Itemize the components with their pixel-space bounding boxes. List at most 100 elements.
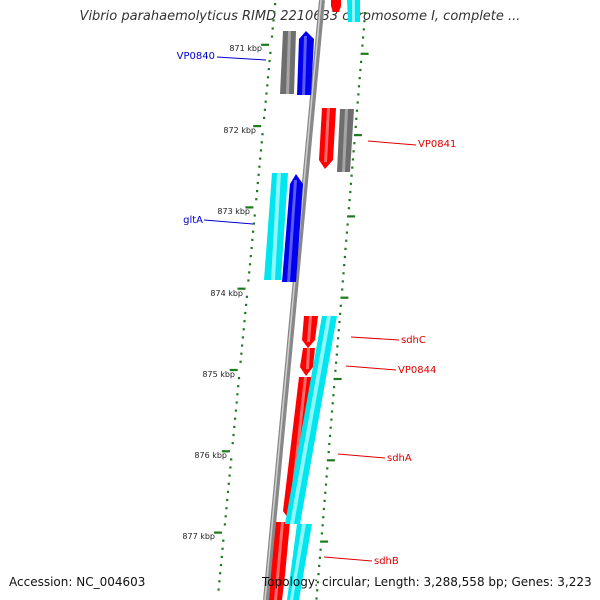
scale-label-877: 877 kbp xyxy=(182,532,215,541)
tick-mark xyxy=(362,36,365,39)
tick-mark xyxy=(338,320,341,324)
tick-mark xyxy=(352,150,355,153)
tick-mark xyxy=(260,141,263,144)
leader-gltA xyxy=(203,219,254,225)
leader-VP0841 xyxy=(367,140,417,146)
tick-mark xyxy=(240,352,243,355)
tick-mark xyxy=(247,279,250,282)
tick-mark xyxy=(261,43,270,46)
tick-mark xyxy=(335,353,338,356)
tick-mark xyxy=(221,450,230,453)
tick-mark xyxy=(354,125,357,128)
label-sdhB[interactable]: sdhB xyxy=(374,556,399,567)
label-VP0844[interactable]: VP0844 xyxy=(398,365,436,376)
tick-mark xyxy=(355,117,358,120)
tick-mark xyxy=(239,360,242,363)
tick-mark xyxy=(328,442,331,446)
feature-grey-2-shade xyxy=(342,109,348,172)
tick-mark xyxy=(325,475,328,478)
tick-mark xyxy=(245,206,254,209)
tick-mark xyxy=(318,556,321,559)
tick-mark xyxy=(242,328,245,331)
tick-mark xyxy=(359,68,362,72)
tick-mark xyxy=(252,222,255,225)
tick-mark xyxy=(233,425,236,428)
tick-mark xyxy=(219,564,223,567)
tick-mark xyxy=(357,85,361,88)
feature-cyan-3-shade xyxy=(290,524,306,600)
tick-mark xyxy=(265,92,268,95)
tick-mark xyxy=(340,296,349,299)
map-title: Vibrio parahaemolyticus RIMD 2210633 chr… xyxy=(79,9,521,24)
tick-mark xyxy=(341,288,344,291)
tick-mark xyxy=(272,19,275,22)
tick-mark xyxy=(229,368,238,372)
feature-VP0840-shade xyxy=(302,36,307,95)
tick-mark xyxy=(235,401,238,404)
tick-mark xyxy=(326,459,335,462)
tick-mark xyxy=(232,433,235,437)
tick-mark xyxy=(342,272,345,275)
label-gltA[interactable]: gltA xyxy=(183,215,203,226)
feature-cyan-2-shade xyxy=(290,316,331,524)
tick-mark xyxy=(243,320,246,323)
tick-mark xyxy=(270,35,274,38)
label-VP0841[interactable]: VP0841 xyxy=(418,139,456,150)
tick-mark xyxy=(264,100,267,103)
tick-mark xyxy=(361,44,364,47)
tick-mark xyxy=(224,515,227,518)
tick-mark xyxy=(241,336,244,339)
tick-mark xyxy=(252,230,255,233)
tick-mark xyxy=(217,588,220,591)
label-VP0840[interactable]: VP0840 xyxy=(177,51,215,62)
tick-mark xyxy=(324,491,327,494)
tick-mark xyxy=(347,215,356,218)
feature-sdhC-shade xyxy=(307,316,312,342)
feature-VP0844-shade xyxy=(306,348,310,369)
tick-mark xyxy=(236,393,239,396)
tick-mark xyxy=(271,27,274,30)
tick-mark xyxy=(256,190,259,193)
tick-mark xyxy=(249,255,252,258)
label-sdhA[interactable]: sdhA xyxy=(387,453,412,464)
tick-mark xyxy=(330,418,333,421)
tick-mark xyxy=(225,507,228,510)
tick-mark xyxy=(258,165,261,168)
tick-mark xyxy=(339,312,342,315)
tick-mark xyxy=(320,532,323,535)
tick-mark xyxy=(343,255,346,259)
feature-top-red[interactable] xyxy=(331,0,341,12)
tick-mark xyxy=(220,555,223,558)
tick-mark xyxy=(353,142,356,145)
tick-mark xyxy=(337,337,340,340)
tick-mark xyxy=(349,182,352,185)
tick-mark xyxy=(347,207,350,210)
tick-mark xyxy=(223,523,226,526)
label-sdhC[interactable]: sdhC xyxy=(401,335,426,346)
tick-mark xyxy=(351,166,354,169)
tick-mark xyxy=(339,304,342,307)
tick-mark xyxy=(255,198,258,201)
tick-mark xyxy=(259,149,263,152)
tick-mark xyxy=(315,597,318,600)
tick-mark xyxy=(322,507,325,511)
tick-mark xyxy=(316,581,319,584)
tick-mark xyxy=(241,344,244,347)
tick-mark xyxy=(353,134,362,137)
tick-mark xyxy=(266,84,269,87)
tick-mark xyxy=(343,264,346,267)
tick-mark xyxy=(328,434,332,437)
feature-sdhB-shade xyxy=(274,522,284,600)
tick-mark xyxy=(316,589,319,592)
tick-mark xyxy=(358,77,361,80)
scale-label-873: 873 kbp xyxy=(217,207,250,216)
tick-mark xyxy=(273,11,276,14)
tick-mark xyxy=(231,442,234,445)
tick-mark xyxy=(356,101,359,104)
feature-gltA-shade xyxy=(287,180,297,282)
tick-mark xyxy=(336,345,339,348)
tick-mark xyxy=(348,199,351,202)
tick-mark xyxy=(268,59,271,63)
tick-mark xyxy=(245,303,248,306)
